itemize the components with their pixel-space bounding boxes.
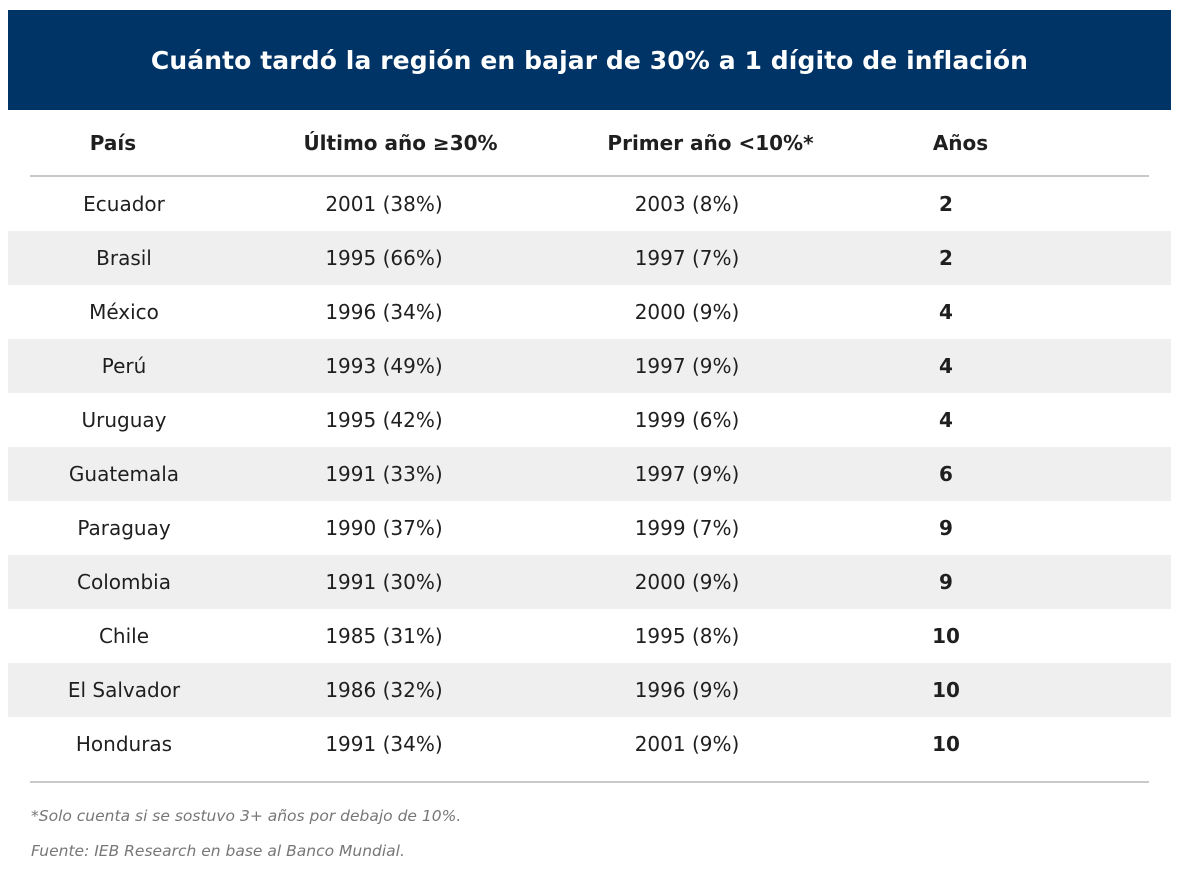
table-row: Guatemala 1991 (33%) 1997 (9%) 6 [8, 447, 1171, 501]
cell-anios: 4 [939, 300, 953, 324]
cell-ultimo-anio: 1990 (37%) [325, 516, 443, 540]
cell-pais: Honduras [75, 732, 173, 756]
table-title-banner: Cuánto tardó la región en bajar de 30% a… [8, 10, 1171, 110]
table-row: Perú 1993 (49%) 1997 (9%) 4 [8, 339, 1171, 393]
inflation-table: País Último año ≥30% Primer año <10%* Añ… [8, 110, 1171, 783]
cell-ultimo-anio: 1996 (34%) [325, 300, 443, 324]
cell-anios: 10 [932, 678, 960, 702]
cell-pais: Perú [101, 354, 147, 378]
table-title: Cuánto tardó la región en bajar de 30% a… [150, 45, 1029, 75]
column-header-anios: Años [932, 130, 989, 155]
cell-primer-anio: 2000 (9%) [634, 300, 740, 324]
cell-primer-anio: 1997 (9%) [634, 354, 740, 378]
cell-primer-anio: 1996 (9%) [634, 678, 740, 702]
cell-primer-anio: 2000 (9%) [634, 570, 740, 594]
table-notes: *Solo cuenta si se sostuvo 3+ años por d… [31, 806, 461, 876]
cell-primer-anio: 1997 (7%) [634, 246, 740, 270]
cell-pais: Brasil [96, 246, 152, 270]
cell-anios: 9 [939, 516, 953, 540]
cell-pais: Ecuador [83, 192, 165, 216]
cell-anios: 2 [939, 192, 953, 216]
table-row: Paraguay 1990 (37%) 1999 (7%) 9 [8, 501, 1171, 555]
cell-ultimo-anio: 1995 (66%) [325, 246, 443, 270]
cell-ultimo-anio: 1991 (30%) [325, 570, 443, 594]
table-header-row: País Último año ≥30% Primer año <10%* Añ… [30, 110, 1149, 177]
cell-pais: México [89, 300, 159, 324]
cell-primer-anio: 2003 (8%) [634, 192, 740, 216]
cell-anios: 10 [932, 732, 960, 756]
cell-pais: Chile [98, 624, 150, 648]
column-header-primer-anio: Primer año <10%* [607, 130, 814, 155]
cell-pais: El Salvador [67, 678, 181, 702]
cell-anios: 4 [939, 354, 953, 378]
cell-anios: 9 [939, 570, 953, 594]
cell-ultimo-anio: 1993 (49%) [325, 354, 443, 378]
table-row: Honduras 1991 (34%) 2001 (9%) 10 [8, 717, 1171, 771]
table-body: Ecuador 2001 (38%) 2003 (8%) 2 Brasil 1995 (6… [8, 177, 1171, 771]
cell-primer-anio: 1995 (8%) [634, 624, 740, 648]
table-row: Chile 1985 (31%) 1995 (8%) 10 [8, 609, 1171, 663]
table-row: El Salvador 1986 (32%) 1996 (9%) 10 [8, 663, 1171, 717]
cell-anios: 4 [939, 408, 953, 432]
cell-pais: Guatemala [68, 462, 180, 486]
table-row: México 1996 (34%) 2000 (9%) 4 [8, 285, 1171, 339]
cell-anios: 10 [932, 624, 960, 648]
cell-ultimo-anio: 1986 (32%) [325, 678, 443, 702]
table-row: Colombia 1991 (30%) 2000 (9%) 9 [8, 555, 1171, 609]
cell-primer-anio: 1999 (6%) [634, 408, 740, 432]
table-row: Uruguay 1995 (42%) 1999 (6%) 4 [8, 393, 1171, 447]
cell-pais: Colombia [77, 570, 171, 594]
cell-anios: 2 [939, 246, 953, 270]
cell-primer-anio: 2001 (9%) [634, 732, 740, 756]
cell-primer-anio: 1999 (7%) [634, 516, 740, 540]
table-bottom-divider [30, 781, 1149, 783]
source-note: Fuente: IEB Research en base al Banco Mu… [31, 842, 405, 860]
cell-pais: Paraguay [77, 516, 171, 540]
column-header-ultimo-anio: Último año ≥30% [303, 130, 498, 155]
cell-ultimo-anio: 1991 (33%) [325, 462, 443, 486]
footnote: *Solo cuenta si se sostuvo 3+ años por d… [31, 807, 462, 825]
cell-ultimo-anio: 1991 (34%) [325, 732, 443, 756]
cell-ultimo-anio: 1985 (31%) [325, 624, 443, 648]
table-row: Brasil 1995 (66%) 1997 (7%) 2 [8, 231, 1171, 285]
cell-ultimo-anio: 2001 (38%) [325, 192, 443, 216]
cell-primer-anio: 1997 (9%) [634, 462, 740, 486]
column-header-pais: País [89, 130, 137, 155]
cell-ultimo-anio: 1995 (42%) [325, 408, 443, 432]
cell-pais: Uruguay [81, 408, 167, 432]
table-row: Ecuador 2001 (38%) 2003 (8%) 2 [8, 177, 1171, 231]
cell-anios: 6 [939, 462, 953, 486]
